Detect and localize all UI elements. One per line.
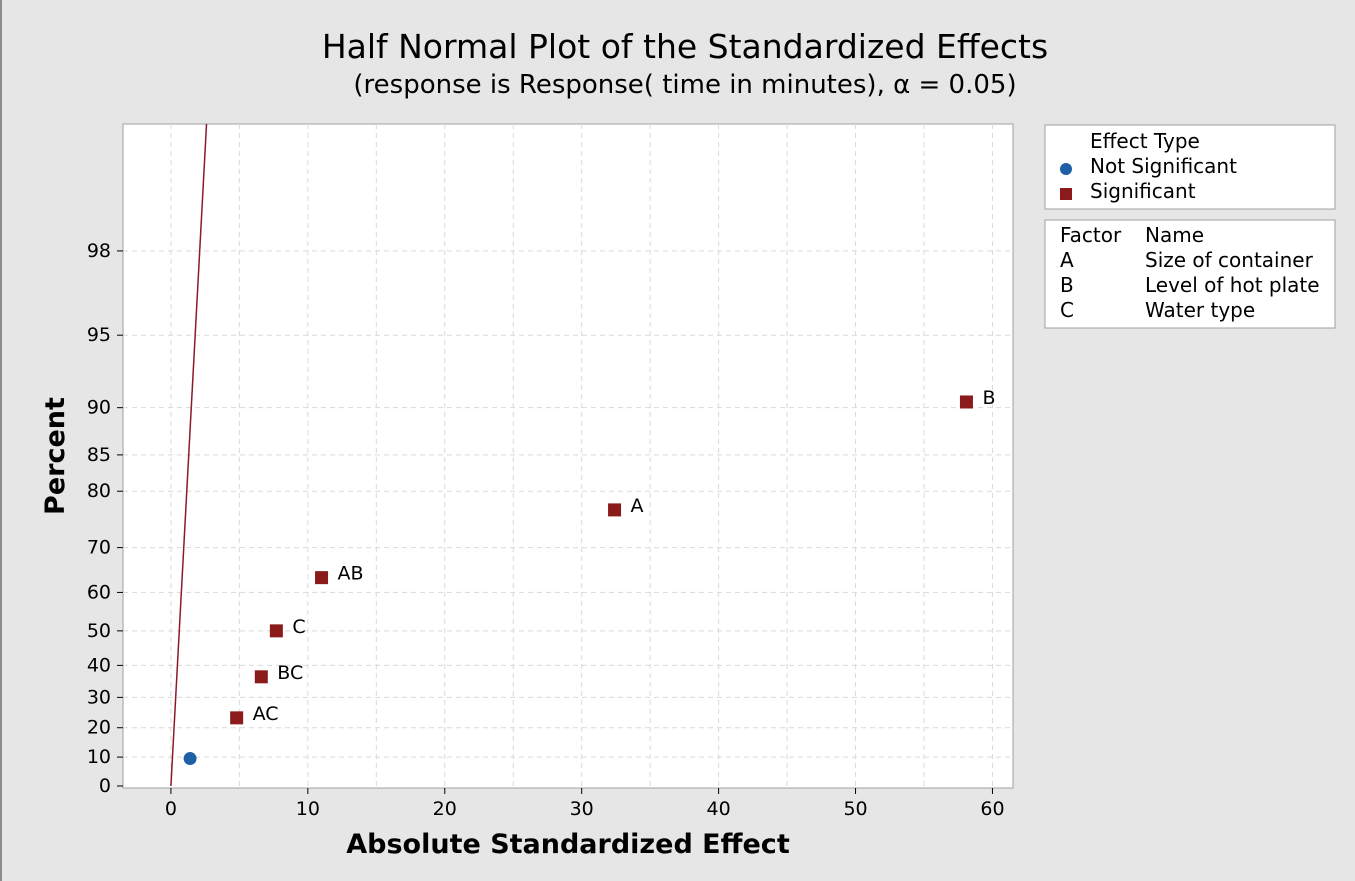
y-tick-label: 70: [87, 537, 111, 559]
legend-marker-significant: [1060, 188, 1072, 200]
point-significant: [959, 395, 973, 409]
y-axis-label: Percent: [40, 397, 71, 515]
chart-title: Half Normal Plot of the Standardized Eff…: [322, 27, 1048, 66]
legend-entry-significant: Significant: [1090, 179, 1196, 203]
point-significant: [608, 503, 622, 517]
factor-b-code: B: [1060, 273, 1074, 297]
y-tick-label: 60: [87, 581, 111, 603]
legend-effect-type: Effect Type Not Significant Significant: [1044, 124, 1336, 210]
chart-subtitle: (response is Response( time in minutes),…: [353, 70, 1016, 100]
x-tick-label: 50: [843, 798, 867, 820]
factor-c-name: Water type: [1145, 298, 1255, 322]
y-tick-label: 0: [99, 775, 111, 797]
reference-line: [170, 123, 208, 787]
factor-table-box: [1044, 219, 1336, 329]
x-axis-label: Absolute Standardized Effect: [346, 829, 790, 860]
point-significant: [269, 624, 283, 638]
y-tick-label: 40: [87, 654, 111, 676]
name-header: Name: [1145, 223, 1204, 247]
grid-lines: [123, 124, 1013, 788]
window-border: [0, 0, 2, 881]
point-label: BC: [277, 662, 303, 684]
y-axis-ticks: 0 10 20 30 40 50 60 70 80 85 90 95 98: [87, 240, 123, 797]
x-tick-label: 20: [433, 798, 457, 820]
factor-table: Factor Name A Size of container B Level …: [1044, 219, 1336, 329]
y-tick-label: 10: [87, 746, 111, 768]
y-tick-label: 98: [87, 240, 111, 262]
legend-title: Effect Type: [1090, 129, 1200, 153]
factor-b-name: Level of hot plate: [1145, 273, 1320, 297]
x-axis-ticks: 0 10 20 30 40 50 60: [165, 788, 1005, 820]
x-tick-label: 60: [980, 798, 1004, 820]
y-tick-label: 90: [87, 397, 111, 419]
factor-c-code: C: [1060, 298, 1074, 322]
plot-area: [122, 123, 1014, 789]
point-significant: [315, 571, 329, 585]
point-label: AC: [253, 703, 279, 725]
point-not-significant: [183, 752, 197, 766]
point-significant: [254, 670, 268, 684]
point-label: AB: [338, 563, 364, 585]
legend-marker-not-significant: [1060, 163, 1072, 175]
x-tick-label: 30: [570, 798, 594, 820]
x-tick-label: 0: [165, 798, 177, 820]
y-tick-label: 30: [87, 686, 111, 708]
y-tick-label: 95: [87, 324, 111, 346]
x-tick-label: 40: [707, 798, 731, 820]
y-tick-label: 50: [87, 620, 111, 642]
point-label: A: [631, 495, 644, 517]
legend-box: [1044, 124, 1336, 210]
point-label: C: [292, 616, 305, 638]
x-tick-label: 10: [296, 798, 320, 820]
y-tick-label: 85: [87, 444, 111, 466]
legend-entry-not-significant: Not Significant: [1090, 154, 1237, 178]
y-tick-label: 20: [87, 717, 111, 739]
point-significant: [230, 711, 244, 725]
factor-a-name: Size of container: [1145, 248, 1314, 272]
factor-a-code: A: [1060, 248, 1074, 272]
point-label: B: [982, 387, 995, 409]
y-tick-label: 80: [87, 480, 111, 502]
reference-line-group: [170, 123, 208, 787]
factor-header: Factor: [1060, 223, 1122, 247]
